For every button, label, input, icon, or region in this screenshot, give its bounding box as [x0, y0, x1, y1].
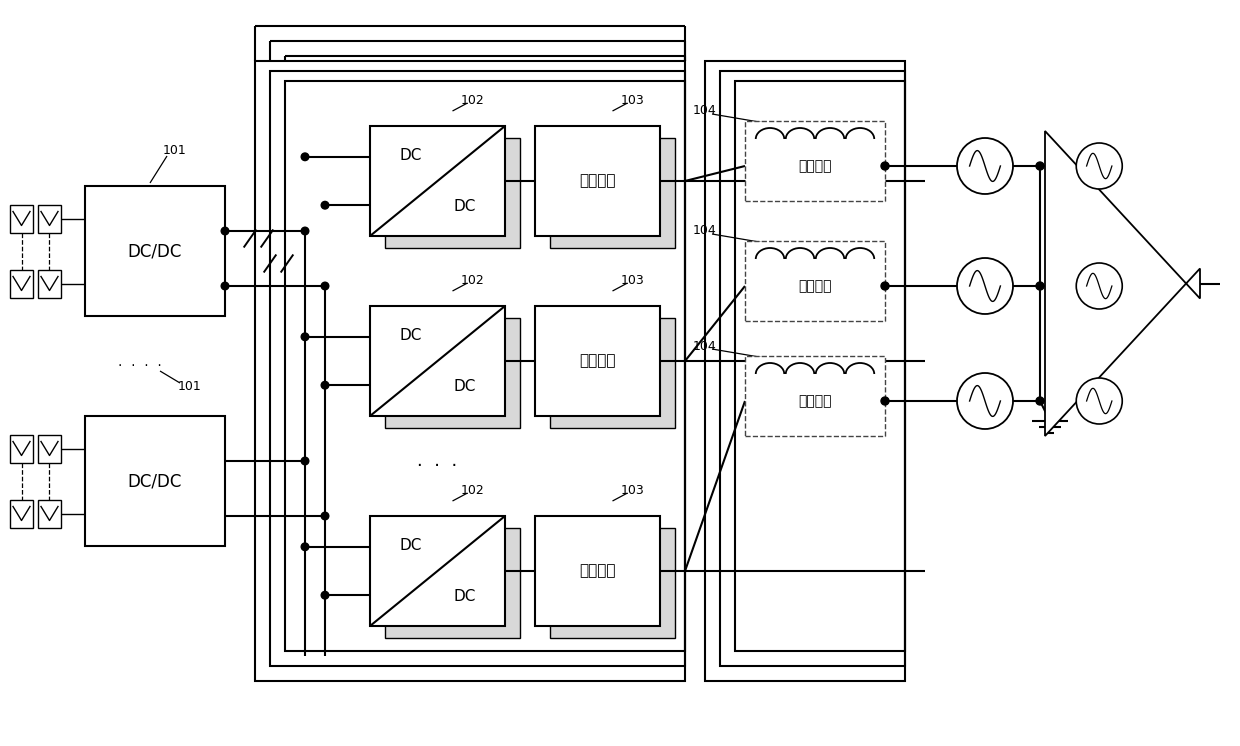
Text: 104: 104 — [693, 104, 717, 118]
Circle shape — [301, 228, 309, 235]
Circle shape — [1076, 263, 1122, 309]
Bar — [255, 61, 684, 681]
Bar — [720, 71, 905, 666]
Bar — [534, 306, 660, 416]
Bar — [285, 81, 684, 651]
Text: 101: 101 — [164, 145, 187, 157]
Text: DC: DC — [399, 538, 422, 554]
Bar — [551, 138, 675, 248]
Circle shape — [1035, 162, 1044, 170]
Bar — [551, 528, 675, 638]
Text: ·  ·  ·: · · · — [418, 457, 458, 475]
Circle shape — [957, 258, 1013, 314]
Text: 滤波模块: 滤波模块 — [799, 394, 832, 408]
Bar — [745, 241, 885, 321]
Circle shape — [321, 282, 329, 289]
Text: DC/DC: DC/DC — [128, 472, 182, 490]
Text: 104: 104 — [693, 339, 717, 353]
Circle shape — [880, 282, 889, 290]
Bar — [86, 186, 224, 316]
Text: DC: DC — [454, 198, 476, 214]
Bar — [735, 81, 905, 651]
Text: 级联模块: 级联模块 — [579, 354, 616, 369]
Text: 滤波模块: 滤波模块 — [799, 279, 832, 293]
Text: 103: 103 — [621, 484, 645, 498]
Circle shape — [301, 153, 309, 160]
Bar — [551, 318, 675, 428]
Circle shape — [1035, 397, 1044, 405]
Text: DC: DC — [399, 328, 422, 343]
Text: 103: 103 — [621, 275, 645, 287]
Bar — [10, 500, 33, 527]
Circle shape — [1035, 282, 1044, 290]
Bar — [10, 269, 33, 298]
Text: 滤波模块: 滤波模块 — [799, 159, 832, 173]
Text: 103: 103 — [621, 95, 645, 107]
Circle shape — [880, 162, 889, 170]
Text: 102: 102 — [460, 484, 485, 498]
Circle shape — [880, 397, 889, 405]
Bar — [745, 356, 885, 436]
Circle shape — [321, 592, 329, 599]
Text: 级联模块: 级联模块 — [579, 563, 616, 578]
Circle shape — [1076, 378, 1122, 424]
Circle shape — [221, 282, 229, 289]
Text: 102: 102 — [460, 95, 485, 107]
Bar — [370, 516, 505, 626]
Text: DC: DC — [454, 379, 476, 394]
Bar — [10, 434, 33, 463]
Polygon shape — [1045, 131, 1200, 436]
Text: 101: 101 — [179, 380, 202, 392]
Circle shape — [957, 138, 1013, 194]
Text: 级联模块: 级联模块 — [579, 174, 616, 189]
Bar — [534, 126, 660, 236]
Text: 104: 104 — [693, 225, 717, 237]
Circle shape — [321, 201, 329, 209]
Bar — [10, 204, 33, 233]
Bar — [384, 528, 520, 638]
Bar — [745, 121, 885, 201]
Circle shape — [301, 457, 309, 465]
Circle shape — [221, 228, 229, 235]
Text: 102: 102 — [460, 275, 485, 287]
Bar — [370, 306, 505, 416]
Text: DC: DC — [454, 589, 476, 604]
Bar — [384, 318, 520, 428]
Circle shape — [321, 381, 329, 389]
Bar — [270, 71, 684, 666]
Bar — [370, 126, 505, 236]
Bar — [86, 416, 224, 546]
Bar — [534, 516, 660, 626]
Bar — [384, 138, 520, 248]
Circle shape — [301, 543, 309, 551]
Bar — [38, 204, 61, 233]
Circle shape — [957, 373, 1013, 429]
Bar — [38, 269, 61, 298]
Circle shape — [321, 513, 329, 520]
Circle shape — [1076, 143, 1122, 189]
Bar — [38, 500, 61, 527]
Bar — [706, 61, 905, 681]
Bar — [38, 434, 61, 463]
Text: DC/DC: DC/DC — [128, 242, 182, 260]
Text: ·  ·  ·  ·: · · · · — [118, 359, 162, 373]
Circle shape — [301, 333, 309, 341]
Text: DC: DC — [399, 148, 422, 163]
